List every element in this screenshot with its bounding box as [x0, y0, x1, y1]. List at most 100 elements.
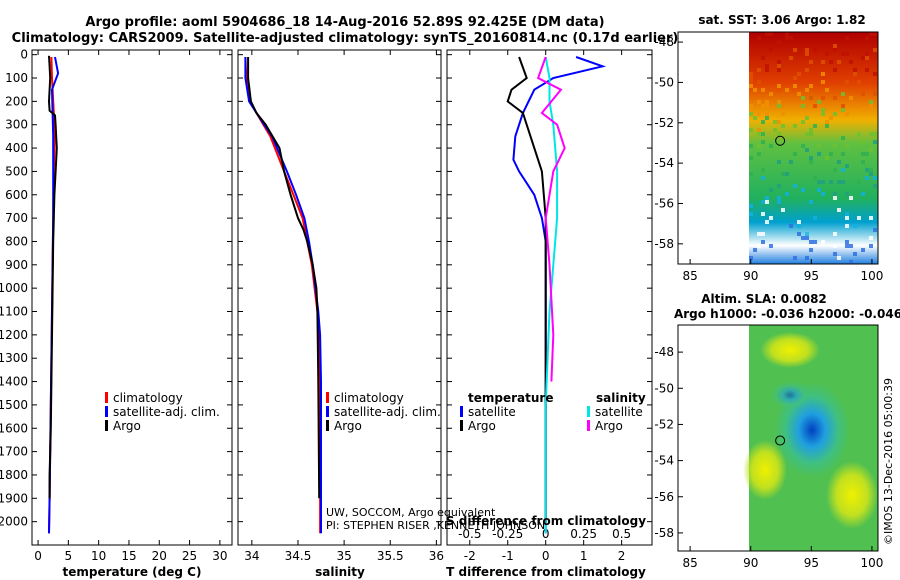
sst-pixel [777, 104, 781, 108]
t-difference-axis-label: T difference from climatology [446, 565, 646, 579]
salinity-axis: 34 34.5 35 35.5 36 [238, 50, 444, 563]
sst-pixel [841, 104, 845, 108]
sla-map-panel: Altim. SLA: 0.0082 Argo h1000: -0.036 h2… [654, 292, 900, 570]
sst-pixel [757, 152, 761, 156]
sst-pixel [817, 152, 821, 156]
sst-pixel [845, 216, 849, 220]
sst-pixel [813, 104, 817, 108]
sst-pixel [805, 48, 809, 52]
series-line-climatology [244, 56, 322, 534]
lon-tick-label: 90 [743, 556, 758, 570]
y-tick-label: 1800 [0, 468, 28, 482]
sst-pixel [861, 192, 865, 196]
sst-pixel [845, 224, 849, 228]
sst-pixel [757, 44, 761, 48]
sst-pixel [861, 108, 865, 112]
sst-pixel [785, 36, 789, 40]
sst-pixel [833, 252, 837, 256]
sst-pixel [861, 92, 865, 96]
y-tick-label: 1300 [0, 351, 28, 365]
sst-pixel [825, 120, 829, 124]
sst-pixel [849, 196, 853, 200]
sla-field-texture [743, 332, 878, 529]
sst-pixel [749, 172, 753, 176]
sst-pixel [813, 216, 817, 220]
sst-pixel [849, 96, 853, 100]
sla-map-axes: 85 90 95 100 -48 -50 -52 -54 -56 -58 [654, 345, 883, 570]
sst-pixel [769, 92, 773, 96]
sst-pixel [781, 124, 785, 128]
lat-tick-label: -58 [654, 237, 674, 251]
sst-pixel [809, 84, 813, 88]
sst-pixel [829, 152, 833, 156]
sst-pixel [749, 80, 753, 84]
sst-pixel [749, 128, 753, 132]
sst-pixel [749, 72, 753, 76]
sst-pixel [833, 196, 837, 200]
sst-pixel [829, 180, 833, 184]
y-tick-label: 1200 [0, 328, 28, 342]
sst-pixel [833, 144, 837, 148]
sst-pixel [789, 224, 793, 228]
sst-pixel [857, 132, 861, 136]
sst-pixel [749, 212, 753, 216]
y-tick-label: 1500 [0, 398, 28, 412]
lon-tick-label: 95 [804, 269, 819, 283]
sst-pixel [757, 244, 761, 248]
y-tick-label: 600 [5, 188, 28, 202]
sst-pixel [785, 192, 789, 196]
sst-pixel [809, 240, 813, 244]
sst-pixel [825, 52, 829, 56]
sst-pixel [765, 104, 769, 108]
sst-pixel [761, 212, 765, 216]
lat-tick-label: -52 [654, 417, 674, 431]
sst-pixel [785, 172, 789, 176]
sst-pixel [837, 160, 841, 164]
legend-sal-satellite: satellite [595, 405, 643, 419]
sst-pixel [777, 132, 781, 136]
lon-tick-label: 95 [804, 556, 819, 570]
sst-pixel [853, 72, 857, 76]
sst-pixel [761, 120, 765, 124]
legend-satellite-swatch [105, 406, 108, 417]
x-tick-label: -1 [502, 549, 514, 563]
sst-pixel [757, 80, 761, 84]
lon-tick-label: 85 [682, 556, 697, 570]
sst-pixel [793, 84, 797, 88]
sst-pixel [833, 48, 837, 52]
sst-pixel [805, 232, 809, 236]
lat-tick-label: -48 [654, 35, 674, 49]
sst-pixel [853, 224, 857, 228]
lat-tick-label: -54 [654, 454, 674, 468]
sst-pixel [757, 144, 761, 148]
legend-climatology-swatch [326, 392, 329, 403]
x-tick-label: -2 [464, 549, 476, 563]
sst-pixel [757, 132, 761, 136]
x-tick-label: 35 [336, 549, 351, 563]
sst-pixel [869, 216, 873, 220]
sst-pixel [841, 92, 845, 96]
x-tick-label: 20 [152, 549, 167, 563]
sst-pixel [861, 248, 865, 252]
sst-map-frame [677, 31, 879, 265]
y-tick-label: 1700 [0, 445, 28, 459]
sst-pixel [797, 224, 801, 228]
sst-pixel [825, 156, 829, 160]
sst-pixel [841, 52, 845, 56]
x-tick-label: 36 [429, 549, 444, 563]
x-tick-label: 2 [618, 549, 626, 563]
t-difference-axis: -2 -0.5 -1 -0.25 0 0 1 0.25 2 0.5 [447, 50, 652, 563]
sst-pixel [865, 168, 869, 172]
sst-pixel [865, 36, 869, 40]
sst-pixel [797, 220, 801, 224]
temperature-plot-frame [31, 49, 233, 546]
x-tick-label: 34 [244, 549, 259, 563]
sst-pixel [809, 248, 813, 252]
sst-pixel [765, 200, 769, 204]
sst-pixel [869, 236, 873, 240]
series-line-argo [47, 55, 58, 499]
sst-pixel [749, 76, 753, 80]
sst-pixel [817, 100, 821, 104]
sst-pixel [777, 84, 781, 88]
sst-pixel [821, 112, 825, 116]
